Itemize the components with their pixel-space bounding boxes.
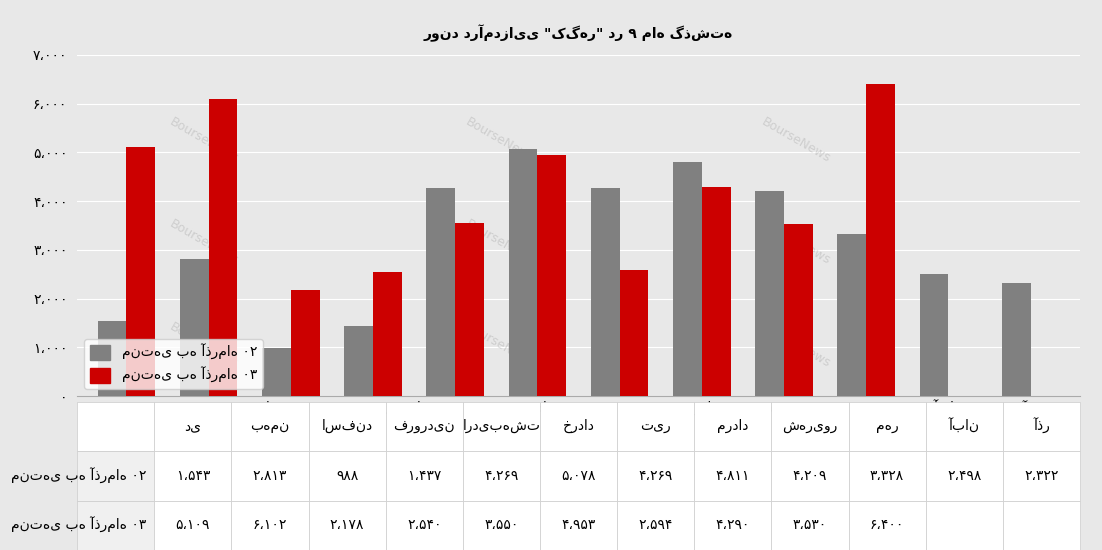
Text: BourseNews: BourseNews: [168, 320, 240, 370]
Bar: [838, 234, 866, 396]
Bar: [262, 348, 291, 396]
Bar: [591, 188, 619, 396]
Bar: [127, 147, 155, 396]
Legend: منتهی به آذرماه ۰۲, منتهی به آذرماه ۰۳: منتهی به آذرماه ۰۲, منتهی به آذرماه ۰۳: [84, 339, 262, 389]
Bar: [344, 326, 374, 396]
Bar: [538, 155, 566, 396]
Text: BourseNews: BourseNews: [463, 218, 537, 267]
Bar: [180, 259, 208, 396]
Text: BourseNews: BourseNews: [463, 320, 537, 370]
Bar: [920, 274, 949, 396]
Bar: [866, 84, 895, 396]
Bar: [98, 321, 127, 396]
Bar: [619, 270, 648, 396]
Text: BourseNews: BourseNews: [759, 218, 832, 267]
Bar: [455, 223, 484, 396]
Bar: [509, 148, 538, 396]
Bar: [1002, 283, 1030, 396]
Bar: [673, 162, 702, 396]
Bar: [426, 188, 455, 396]
Bar: [702, 187, 731, 396]
Text: BourseNews: BourseNews: [759, 116, 832, 165]
Text: BourseNews: BourseNews: [463, 116, 537, 165]
Bar: [755, 191, 784, 396]
Text: BourseNews: BourseNews: [168, 116, 240, 165]
Bar: [784, 224, 813, 396]
Bar: [208, 99, 237, 396]
Text: BourseNews: BourseNews: [759, 320, 832, 370]
Bar: [374, 272, 402, 396]
Text: BourseNews: BourseNews: [168, 218, 240, 267]
Title: روند درآمدزایی "کگهر" در ٩ ماه گذشته: روند درآمدزایی "کگهر" در ٩ ماه گذشته: [424, 25, 733, 42]
Bar: [291, 290, 320, 396]
